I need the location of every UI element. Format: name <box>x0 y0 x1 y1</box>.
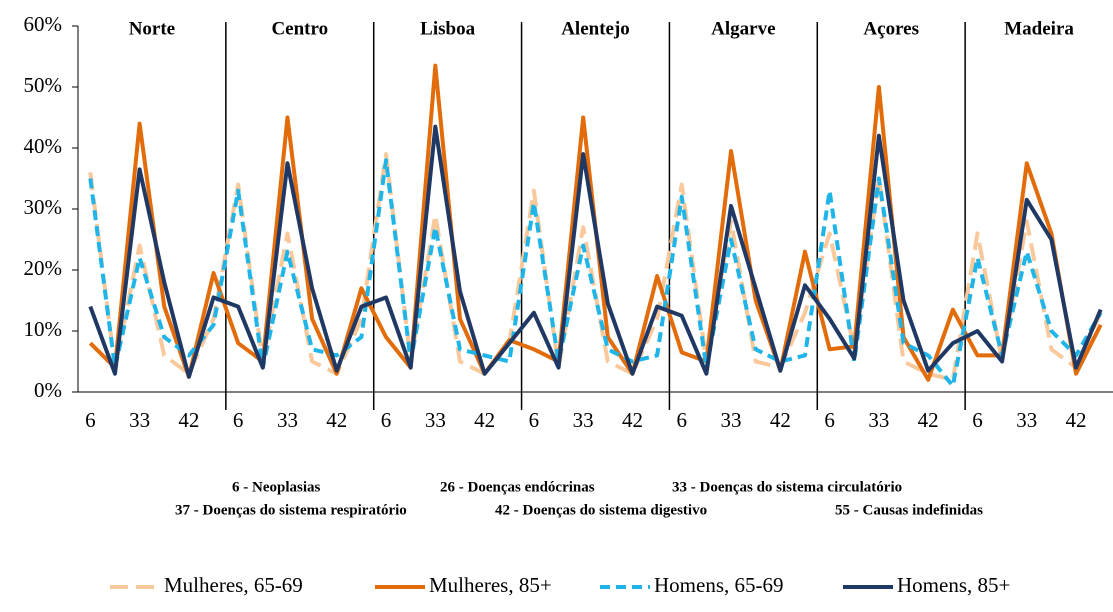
x-tick-label: 42 <box>770 408 791 432</box>
x-tick-label: 33 <box>721 408 742 432</box>
legend-label: Mulheres, 65-69 <box>164 573 303 597</box>
x-tick-label: 6 <box>85 408 96 432</box>
y-tick-label: 50% <box>24 73 63 97</box>
series-line <box>88 124 1103 379</box>
x-tick-label: 33 <box>573 408 594 432</box>
cause-note: 42 - Doenças do sistema digestivo <box>495 502 707 518</box>
x-tick-label: 6 <box>529 408 540 432</box>
y-tick-label: 10% <box>24 317 63 341</box>
region-label: Açores <box>863 18 919 39</box>
x-tick-label: 6 <box>972 408 983 432</box>
y-tick-label: 40% <box>24 134 63 158</box>
cause-note: 37 - Doenças do sistema respiratório <box>175 502 407 518</box>
cause-note: 33 - Doenças do sistema circulatório <box>672 479 902 495</box>
x-tick-label: 42 <box>326 408 347 432</box>
region-label: Algarve <box>711 18 775 39</box>
region-label: Lisboa <box>420 18 475 39</box>
x-tick-label: 33 <box>277 408 298 432</box>
x-tick-label: 6 <box>677 408 688 432</box>
y-tick-label: 30% <box>24 195 63 219</box>
x-tick-label: 42 <box>474 408 495 432</box>
cause-note: 6 - Neoplasias <box>232 479 321 495</box>
y-tick-label: 60% <box>24 12 63 36</box>
legend-label: Homens, 85+ <box>897 573 1010 597</box>
x-tick-label: 42 <box>1066 408 1087 432</box>
x-tick-label: 42 <box>178 408 199 432</box>
cause-note: 26 - Doenças endócrinas <box>440 479 595 495</box>
legend-label: Homens, 65-69 <box>654 573 784 597</box>
series-line <box>88 158 1103 388</box>
x-tick-label: 6 <box>381 408 392 432</box>
x-tick-label: 6 <box>824 408 835 432</box>
x-tick-label: 42 <box>622 408 643 432</box>
y-tick-label: 20% <box>24 256 63 280</box>
x-tick-label: 33 <box>129 408 150 432</box>
x-tick-label: 6 <box>233 408 244 432</box>
x-tick-label: 33 <box>1016 408 1037 432</box>
region-label: Centro <box>271 18 328 39</box>
region-label: Madeira <box>1004 18 1074 39</box>
region-label: Norte <box>129 18 175 39</box>
legend-label: Mulheres, 85+ <box>429 573 552 597</box>
region-label: Alentejo <box>561 18 630 39</box>
y-tick-label: 0% <box>34 378 62 402</box>
x-tick-label: 42 <box>918 408 939 432</box>
cause-note: 55 - Causas indefinidas <box>835 502 983 518</box>
x-tick-label: 33 <box>868 408 889 432</box>
x-tick-label: 33 <box>425 408 446 432</box>
